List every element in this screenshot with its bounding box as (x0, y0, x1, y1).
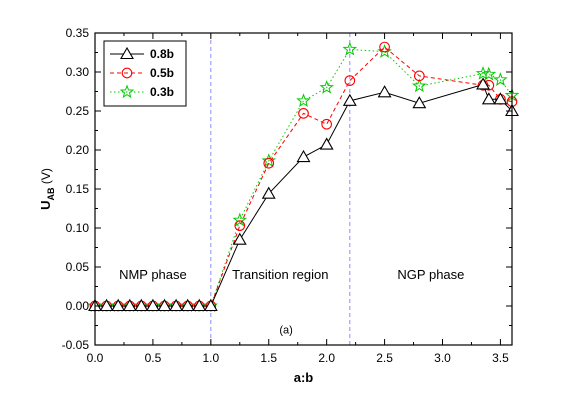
y-tick-label: 0.15 (66, 182, 90, 196)
y-axis-label: UAB (V) (38, 168, 56, 210)
x-tick-label: 3.5 (492, 351, 509, 365)
data-point-triangle (134, 298, 149, 312)
region-labels: NMP phase Transition region NGP phase (119, 267, 464, 282)
x-tick-label: 2.0 (318, 351, 335, 365)
x-tick-label: 0.0 (87, 351, 104, 365)
data-point-circle (344, 75, 356, 86)
data-point-star (232, 212, 248, 227)
region-label: NGP phase (397, 267, 464, 282)
y-axis-label-subscript: AB (46, 187, 56, 200)
legend-label: 0.3b (150, 85, 174, 99)
panel-label: (a) (279, 324, 292, 336)
y-tick-label: 0.05 (66, 260, 90, 274)
data-point-triangle (192, 298, 207, 312)
data-point-triangle (99, 298, 114, 312)
x-tick-label: 1.0 (202, 351, 219, 365)
x-tick-label: 2.5 (376, 351, 393, 365)
data-point-triangle (481, 92, 496, 105)
data-point-star (481, 66, 497, 81)
y-tick-label: 0.25 (66, 104, 90, 118)
y-tick-label: 0.20 (66, 143, 90, 157)
y-tick-label: -0.05 (62, 338, 90, 352)
data-point-triangle (169, 298, 184, 312)
data-point-triangle (145, 298, 160, 312)
legend-marker (121, 67, 133, 79)
data-point-star (342, 41, 358, 56)
data-point-triangle (296, 149, 311, 163)
y-tick-label: 0.35 (66, 26, 90, 40)
data-point-triangle (232, 232, 247, 245)
data-point-triangle (493, 92, 508, 105)
data-point-circle (413, 70, 425, 82)
data-point-triangle (377, 85, 392, 98)
data-point-triangle (111, 298, 126, 312)
region-label: Transition region (232, 267, 328, 282)
x-axis-label: a:b (294, 370, 314, 385)
legend-label: 0.8b (150, 47, 174, 61)
data-point-triangle (476, 77, 490, 90)
axes: 0.0 0.5 1.0 1.5 2.0 2.5 3.0 3.5 -0.05 0.00 0.05 0.1… (62, 26, 512, 365)
data-point-triangle (180, 298, 195, 312)
data-point-triangle (412, 96, 427, 109)
data-point-circle (234, 220, 246, 232)
data-point-circle (298, 107, 309, 119)
y-axis-label-main: U (38, 200, 53, 209)
series-line (95, 83, 513, 307)
y-tick-label: 0.00 (66, 299, 90, 313)
series-layer (87, 41, 520, 313)
data-point-star (319, 79, 334, 94)
region-label: NMP phase (119, 267, 187, 282)
data-point-star (412, 78, 427, 93)
data-point-star (296, 93, 311, 108)
legend: 0.8b 0.5b 0.3b (103, 40, 187, 107)
y-axis-label-unit: (V) (39, 168, 53, 187)
legend-label: 0.5b (150, 66, 174, 80)
data-point-triangle (319, 137, 334, 150)
data-point-triangle (342, 93, 357, 106)
x-tick-label: 3.0 (434, 351, 451, 365)
y-tick-label: 0.10 (66, 221, 90, 235)
legend-marker (119, 84, 135, 99)
series-0-8b (88, 77, 519, 312)
legend-marker (120, 46, 134, 60)
data-point-circle (379, 41, 390, 53)
reference-lines (210, 33, 351, 345)
data-point-star (493, 72, 508, 86)
data-point-triangle (122, 298, 137, 312)
data-point-circle (321, 118, 333, 130)
data-point-triangle (157, 298, 172, 312)
y-tick-label: 0.30 (66, 65, 90, 79)
data-point-circle (263, 157, 275, 169)
data-point-triangle (203, 298, 218, 312)
x-tick-label: 0.5 (145, 351, 162, 365)
data-point-triangle (261, 186, 276, 199)
x-tick-label: 1.5 (260, 351, 277, 365)
